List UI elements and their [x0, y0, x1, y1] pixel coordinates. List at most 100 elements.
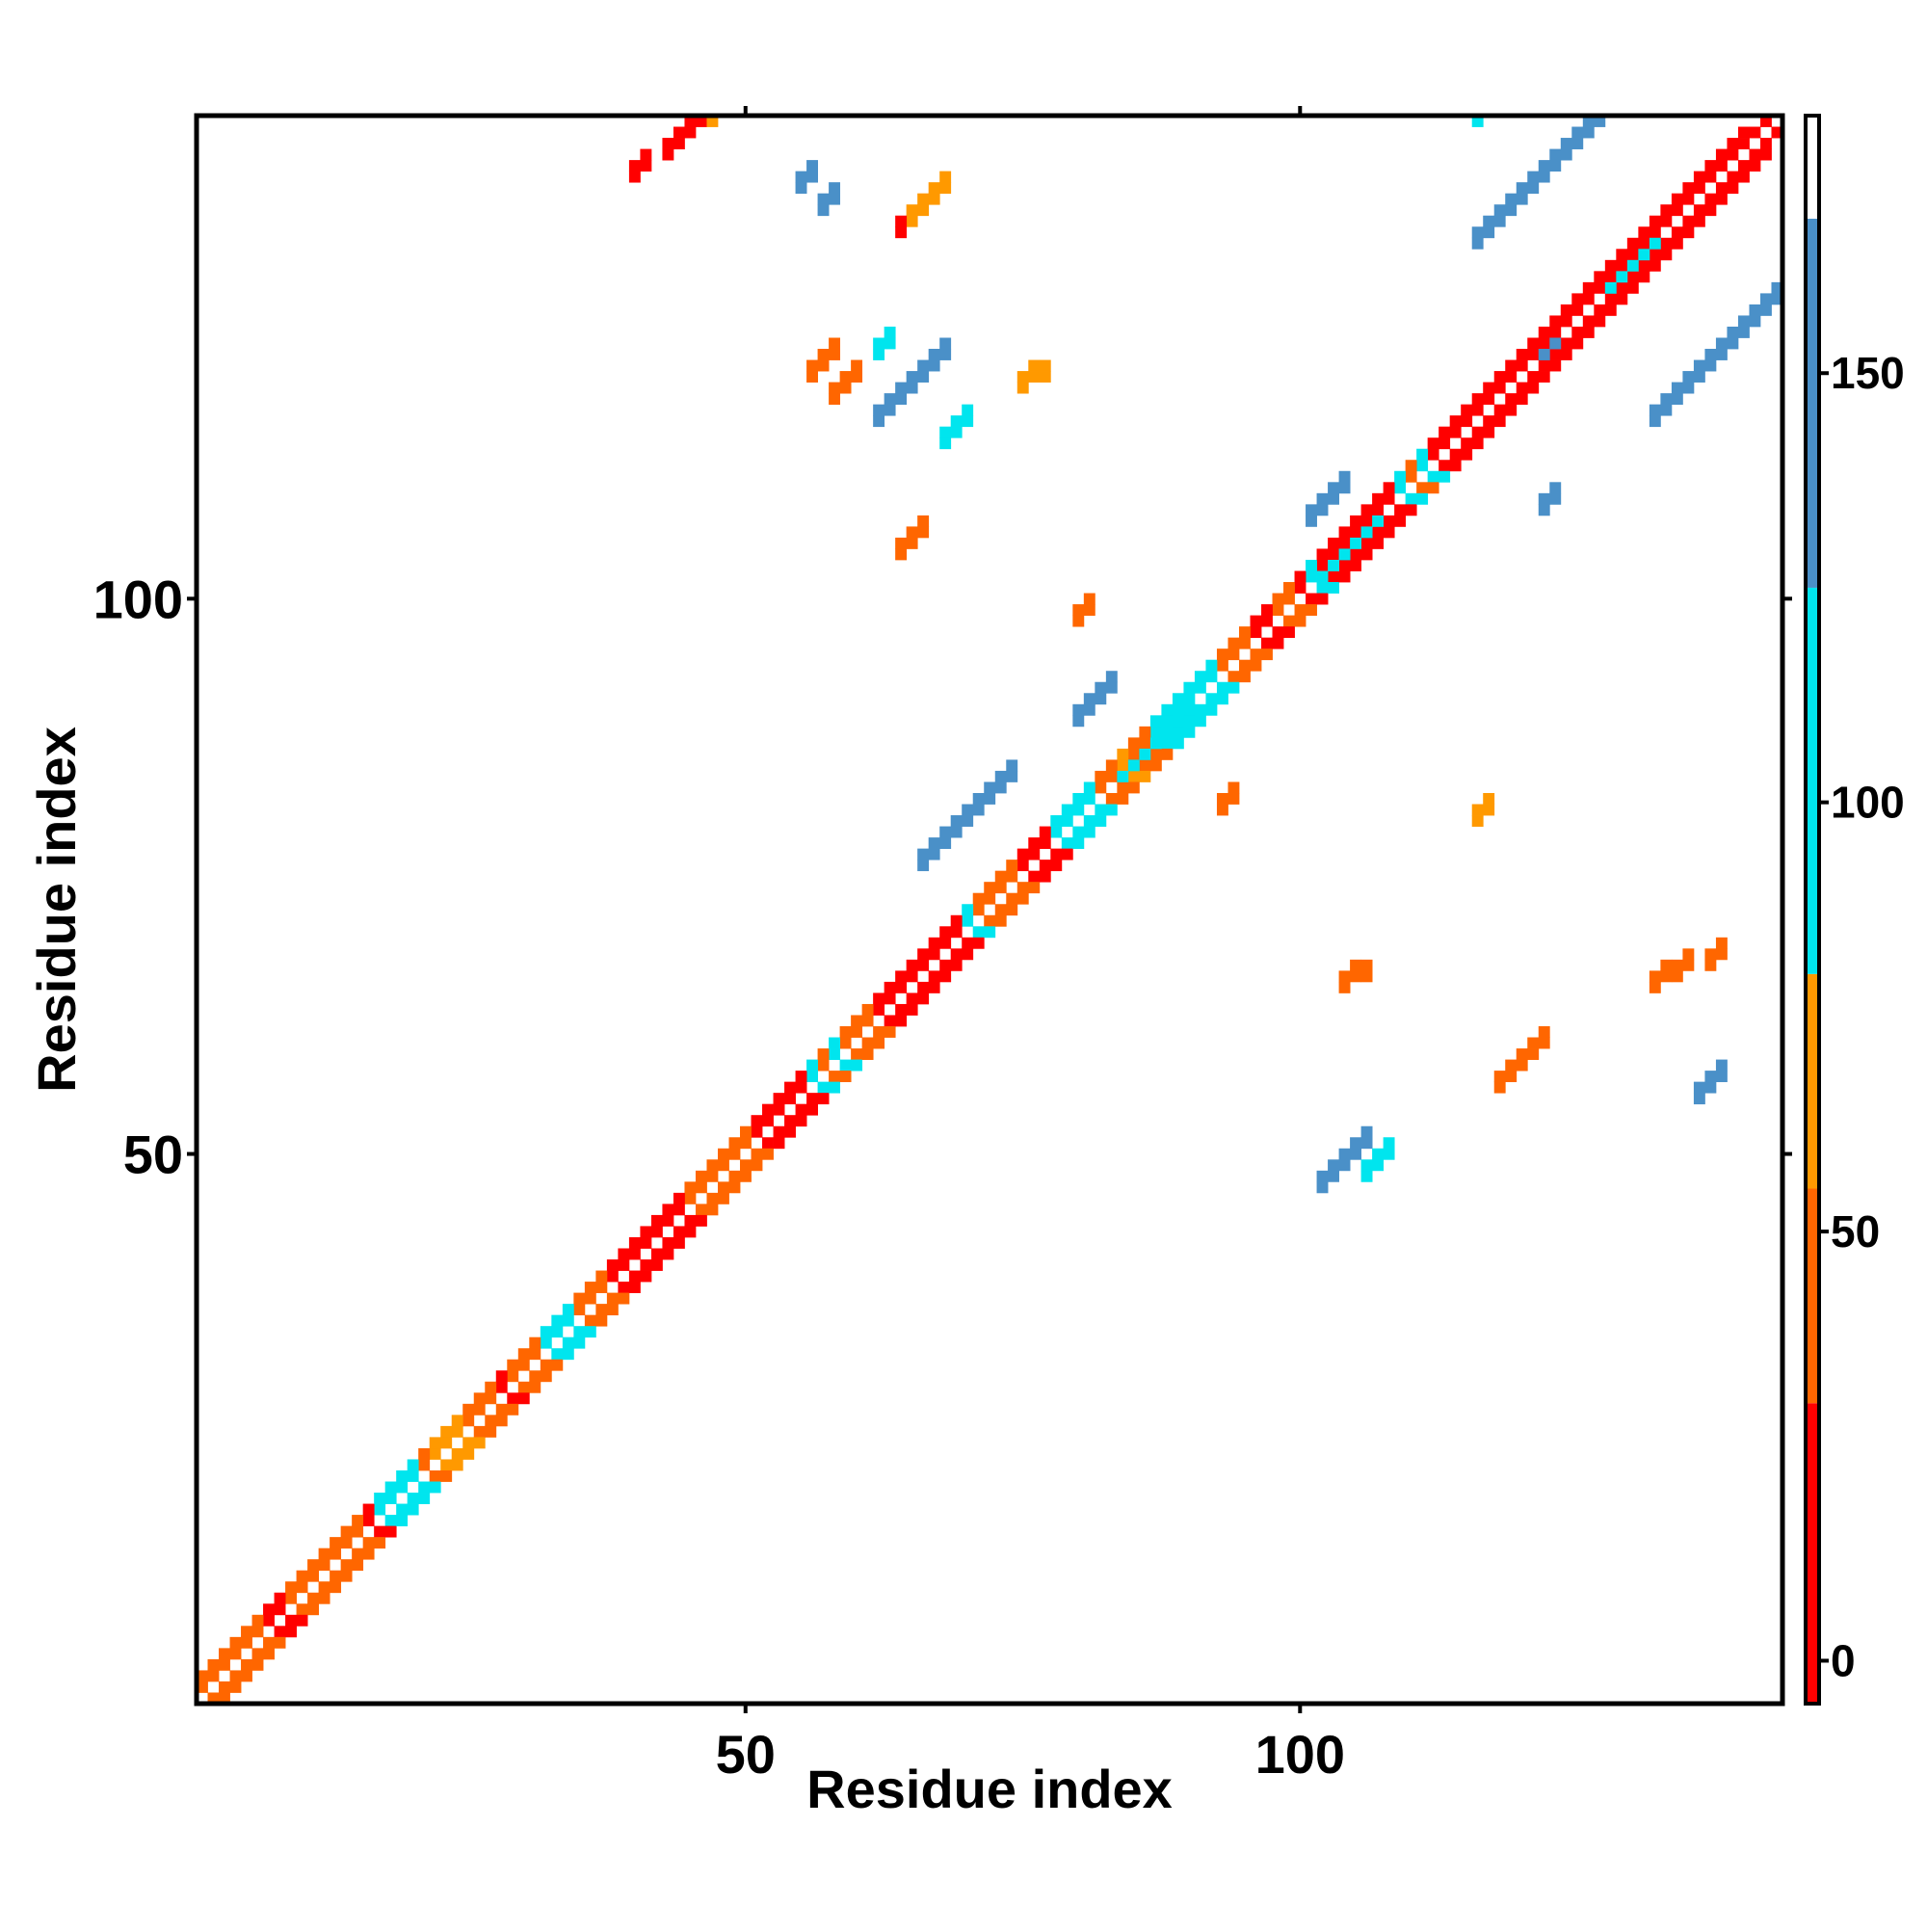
heatmap-cell-324	[418, 1447, 431, 1460]
heatmap-cell-790	[1493, 1081, 1506, 1094]
heatmap-cell-313	[374, 1537, 386, 1549]
heatmap-cell-599	[939, 426, 952, 438]
heatmap-cell-659	[1483, 215, 1495, 227]
heatmap-cell-455	[1161, 748, 1174, 760]
heatmap-cell-226	[1449, 426, 1462, 438]
heatmap-cell-553	[1704, 204, 1717, 217]
heatmap-cell-215	[1394, 504, 1407, 516]
heatmap-cell-314	[362, 1503, 375, 1516]
heatmap-cell-26	[340, 1537, 353, 1549]
heatmap-cell-20	[307, 1570, 320, 1582]
heatmap-cell-383	[762, 1148, 774, 1160]
heatmap-cell-793	[1505, 1059, 1518, 1072]
heatmap-cell-334	[473, 1392, 486, 1405]
heatmap-cell-701	[1759, 293, 1772, 305]
heatmap-cell-768	[1471, 815, 1484, 827]
heatmap-cell-346	[540, 1326, 552, 1338]
heatmap-cell-53	[495, 1403, 508, 1416]
heatmap-cell-662	[1505, 204, 1518, 217]
heatmap-cell-532	[1571, 293, 1584, 305]
heatmap-cell-538	[1604, 259, 1617, 272]
heatmap-cell-107	[795, 1103, 807, 1116]
heatmap-cell-516	[1483, 382, 1495, 394]
heatmap-cell-311	[362, 1548, 375, 1560]
heatmap-cell-560	[1727, 138, 1739, 149]
heatmap-cell-778	[1660, 970, 1673, 983]
heatmap-cell-361	[640, 1270, 652, 1283]
heatmap-cell-755	[895, 537, 908, 549]
heatmap-cell-587	[906, 371, 918, 383]
heatmap-cell-129	[917, 981, 930, 993]
heatmap-cell-622	[1117, 770, 1129, 782]
heatmap-cell-486	[1316, 548, 1329, 561]
heatmap-cell-724	[906, 215, 918, 227]
heatmap-cell-477	[1283, 626, 1295, 639]
heatmap-cell-456	[1149, 715, 1162, 728]
heatmap-cell-386	[762, 1103, 774, 1116]
heatmap-cell-758	[917, 526, 930, 539]
heatmap-cell-469	[1238, 671, 1251, 683]
heatmap-cell-238	[1516, 359, 1528, 372]
heatmap-cell-15	[285, 1614, 297, 1627]
heatmap-cell-286	[207, 1658, 220, 1671]
heatmap-cell-296	[263, 1603, 275, 1616]
heatmap-cell-784	[1338, 981, 1351, 993]
heatmap-cell-173	[1161, 737, 1174, 750]
heatmap-cell-97	[740, 1159, 752, 1172]
heatmap-cell-197	[1294, 604, 1307, 616]
heatmap-cell-736	[817, 359, 830, 372]
heatmap-cell-439	[1072, 837, 1085, 850]
heatmap-cell-797	[1527, 1037, 1540, 1049]
heatmap-cell-101	[762, 1137, 774, 1150]
heatmap-cell-714	[640, 160, 652, 172]
heatmap-cell-81	[650, 1248, 663, 1260]
heatmap-cell-376	[706, 1159, 719, 1172]
heatmap-cell-256	[1616, 259, 1628, 272]
heatmap-cell-343	[540, 1370, 552, 1383]
heatmap-cell-765	[1216, 792, 1228, 805]
heatmap-cell-41	[429, 1469, 441, 1482]
heatmap-cell-321	[418, 1493, 431, 1504]
heatmap-cell-733	[895, 215, 908, 227]
heatmap-cell-506	[1427, 437, 1439, 450]
heatmap-cell-284	[197, 1670, 208, 1682]
heatmap-cell-807	[1538, 492, 1550, 505]
heatmap-cell-174	[1161, 715, 1174, 728]
colorbar-bin-0	[1806, 1403, 1819, 1704]
colorbar-bin-1	[1806, 1188, 1819, 1404]
heatmap-cell-100	[751, 1125, 763, 1138]
heatmap-cell-221	[1427, 470, 1439, 483]
heatmap-cell-566	[1328, 1170, 1339, 1182]
heatmap-cell-440	[1061, 804, 1073, 816]
heatmap-cell-749	[1028, 359, 1041, 372]
heatmap-cell-392	[795, 1071, 807, 1083]
heatmap-cell-739	[829, 337, 841, 350]
heatmap-cell-138	[962, 914, 974, 927]
heatmap-cell-123	[884, 1015, 896, 1027]
heatmap-cell-312	[352, 1515, 364, 1526]
heatmap-cell-332	[462, 1403, 475, 1416]
heatmap-cell-661	[1493, 204, 1506, 217]
heatmap-cell-111	[817, 1081, 830, 1094]
heatmap-cell-629	[1072, 715, 1085, 728]
heatmap-cell-468	[1216, 648, 1228, 661]
heatmap-cell-63	[551, 1348, 564, 1361]
heatmap-cell-280	[1749, 126, 1761, 139]
heatmap-cell-657	[1471, 226, 1484, 239]
heatmap-cell-183	[1216, 681, 1228, 694]
heatmap-cell-297	[285, 1626, 297, 1638]
colorbar-tick-label-1: 50	[1831, 1206, 1880, 1257]
heatmap-cell-803	[1704, 1071, 1717, 1083]
heatmap-cell-426	[984, 882, 996, 894]
heatmap-cell-596	[884, 337, 896, 350]
heatmap-cell-58	[517, 1359, 530, 1371]
heatmap-cell-573	[1360, 1125, 1373, 1138]
heatmap-cell-199	[1306, 593, 1317, 605]
heatmap-cell-435	[1050, 860, 1063, 872]
heatmap-cell-474	[1250, 615, 1262, 627]
heatmap-cell-40	[418, 1459, 431, 1471]
heatmap-cell-255	[1616, 281, 1628, 294]
heatmap-cell-31	[374, 1525, 386, 1538]
heatmap-cell-233	[1493, 404, 1506, 416]
heatmap-cell-454	[1139, 726, 1151, 738]
